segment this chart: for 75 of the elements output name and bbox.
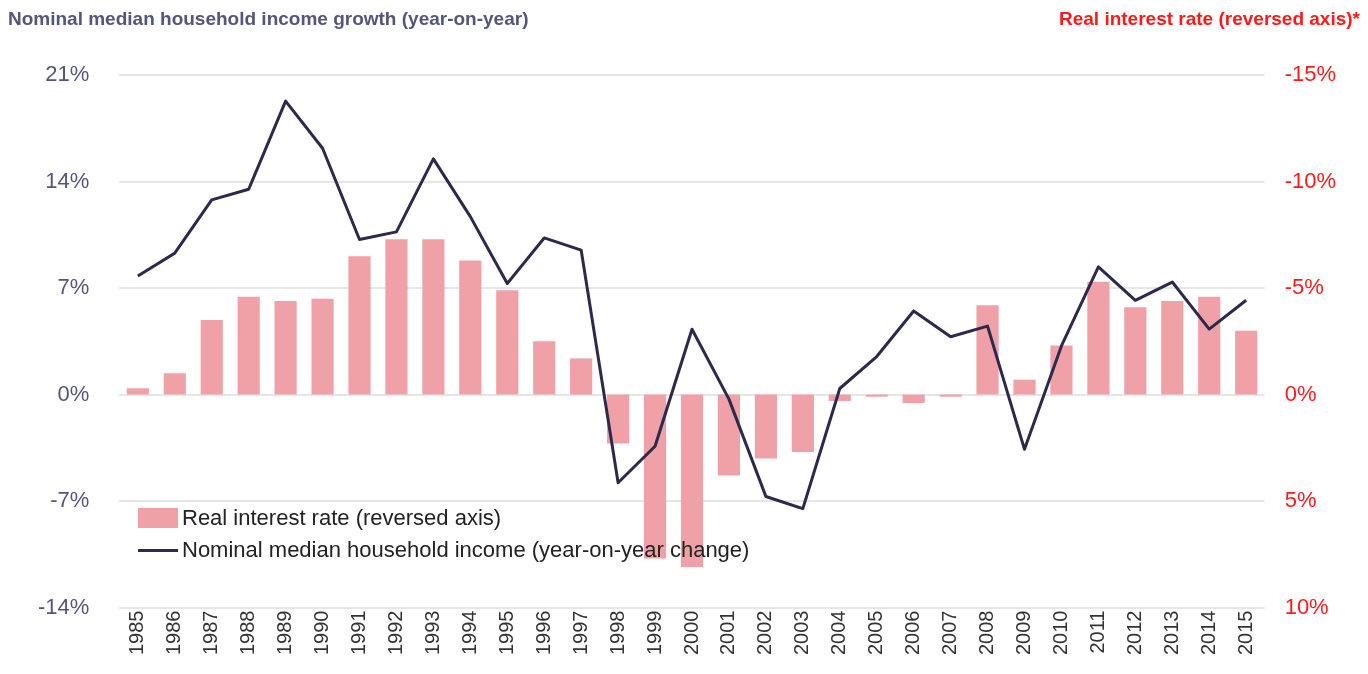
bar: [607, 394, 630, 444]
bar: [126, 388, 149, 395]
x-tick-label: 2003: [790, 610, 813, 656]
x-tick-label: 1995: [494, 610, 517, 656]
x-tick-label: 2005: [864, 610, 887, 656]
x-tick-label: 1998: [605, 610, 628, 656]
x-tick-label: 2012: [1122, 610, 1145, 656]
y2-tick-label: 5%: [1284, 487, 1317, 513]
bar: [570, 358, 593, 395]
bar: [1087, 281, 1110, 395]
x-tick-label: 2000: [679, 610, 702, 656]
y-tick-label: 0%: [57, 380, 90, 406]
bar: [1161, 300, 1184, 395]
y2-axis-title: Real interest rate (reversed axis)*: [1059, 8, 1360, 31]
bar: [533, 341, 556, 395]
bar: [902, 394, 925, 404]
x-tick-label: 1990: [310, 610, 333, 656]
y-tick-label: -7%: [50, 487, 90, 513]
y-tick-label: 7%: [57, 274, 90, 300]
bar: [865, 394, 888, 397]
x-tick-label: 2011: [1085, 610, 1108, 654]
bar: [754, 394, 777, 459]
x-tick-label: 1989: [273, 610, 296, 656]
bar: [200, 320, 223, 395]
x-tick-label: 2007: [938, 610, 961, 656]
legend-label: Real interest rate (reversed axis): [182, 505, 502, 531]
legend-label: Nominal median household income (year-on-year change): [182, 537, 750, 563]
bar: [459, 260, 482, 395]
bar: [385, 239, 408, 395]
y-tick-label: 14%: [45, 167, 90, 193]
bar: [1235, 330, 1258, 395]
x-tick-label: 2014: [1196, 610, 1219, 656]
bar: [237, 296, 260, 395]
x-tick-label: 1996: [531, 610, 554, 656]
bar: [163, 373, 186, 395]
bar: [496, 290, 519, 395]
bar: [422, 239, 445, 395]
bar: [274, 300, 297, 395]
x-tick-label: 1994: [457, 610, 480, 656]
x-tick-label: 1991: [347, 610, 370, 656]
bar: [348, 256, 371, 395]
x-tick-label: 1992: [383, 610, 406, 656]
y2-tick-label: -10%: [1284, 167, 1336, 193]
x-tick-label: 1993: [420, 610, 443, 656]
x-tick-label: 2001: [716, 610, 739, 656]
y-tick-label: -14%: [38, 593, 90, 619]
x-tick-label: 1986: [162, 610, 185, 656]
x-tick-label: 2006: [901, 610, 924, 656]
bar: [939, 394, 962, 397]
x-tick-label: 1997: [568, 610, 591, 656]
bar: [717, 394, 741, 476]
y2-tick-label: -15%: [1284, 61, 1336, 87]
x-tick-label: 2009: [1012, 610, 1035, 656]
x-tick-label: 1987: [199, 610, 222, 656]
x-tick-label: 1985: [125, 610, 148, 656]
x-tick-label: 2008: [975, 610, 998, 656]
y-axis-title: Nominal median household income growth (year-on-year): [8, 8, 529, 31]
x-tick-label: 2004: [827, 610, 850, 656]
x-tick-label: 2013: [1159, 610, 1182, 656]
y2-tick-label: -5%: [1284, 274, 1324, 300]
x-tick-label: 1988: [236, 610, 259, 656]
y2-tick-label: 10%: [1284, 593, 1329, 619]
bar: [1050, 345, 1073, 395]
x-tick-label: 2010: [1048, 610, 1071, 656]
bar: [1198, 296, 1221, 395]
y2-tick-label: 0%: [1284, 380, 1317, 406]
bar: [311, 298, 334, 395]
x-tick-label: 2015: [1233, 610, 1256, 656]
bar: [1124, 307, 1147, 395]
bar: [976, 305, 999, 395]
bar: [791, 394, 814, 453]
bar: [1013, 379, 1036, 395]
y-tick-label: 21%: [45, 61, 90, 87]
x-tick-label: 1999: [642, 610, 665, 656]
x-tick-label: 2002: [753, 610, 776, 656]
